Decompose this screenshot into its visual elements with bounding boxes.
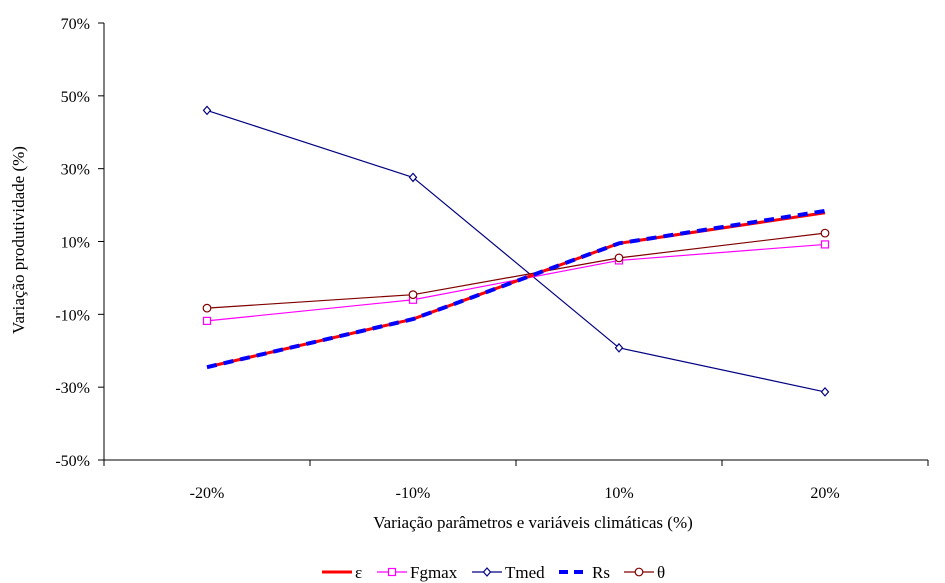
data-point (202, 105, 212, 116)
legend-label: θ (657, 563, 665, 582)
data-point (820, 240, 830, 249)
legend-label: ε (355, 563, 362, 582)
series-1 (206, 211, 826, 369)
y-tick-label: -50% (55, 453, 90, 470)
series-line (206, 208, 826, 370)
series-4 (206, 208, 826, 370)
legend-item: ε (322, 563, 362, 582)
series-line (206, 232, 826, 309)
x-tick-label: 10% (604, 485, 633, 502)
legend-item: Rs (559, 563, 610, 582)
x-axis-title: Variação parâmetros e variáveis climátic… (373, 513, 693, 532)
series-line (206, 211, 826, 369)
y-tick-label: -10% (55, 307, 90, 324)
legend-marker (482, 567, 492, 577)
series-group (202, 105, 830, 397)
series-3 (202, 105, 830, 397)
axes (98, 22, 929, 466)
x-tick-label: -20% (190, 485, 225, 502)
series-line (206, 109, 826, 393)
data-point (614, 342, 624, 353)
data-point (408, 290, 418, 300)
data-point (202, 303, 212, 313)
y-tick-label: 10% (61, 235, 90, 252)
y-tick-label: 50% (61, 89, 90, 106)
legend-label: Fgmax (410, 563, 458, 582)
y-tick-label: 30% (61, 162, 90, 179)
legend-label: Tmed (505, 563, 545, 582)
y-tick-label: -30% (55, 380, 90, 397)
data-point (820, 228, 830, 238)
tick-labels: -50% -30% -10% 10% 30% 50% 70% -20% -10% 10% 20% (55, 16, 839, 502)
legend-marker (387, 567, 397, 577)
data-point (408, 172, 418, 183)
data-point (614, 253, 624, 263)
legend: ε Fgmax Tmed Rs θ (322, 563, 665, 582)
y-tick-label: 70% (61, 16, 90, 33)
legend-label: Rs (592, 563, 610, 582)
data-point (202, 316, 212, 325)
series-5 (202, 228, 830, 313)
x-tick-label: -10% (396, 485, 431, 502)
data-point (820, 386, 830, 397)
legend-item: Fgmax (377, 563, 458, 582)
legend-item: θ (624, 563, 665, 582)
y-axis-title: Variação produtividade (%) (9, 146, 28, 334)
x-tick-label: 20% (810, 485, 839, 502)
legend-item: Tmed (472, 563, 545, 582)
legend-marker (634, 567, 644, 577)
